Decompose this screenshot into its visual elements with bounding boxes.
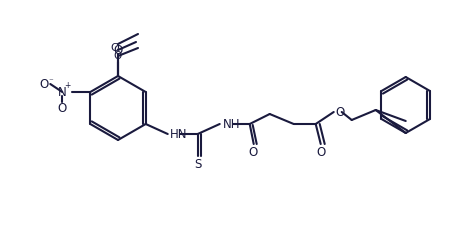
Text: O: O bbox=[57, 102, 67, 114]
Text: NH: NH bbox=[222, 117, 240, 131]
Text: O: O bbox=[110, 43, 119, 53]
Text: O: O bbox=[248, 145, 257, 159]
Text: O: O bbox=[335, 106, 344, 118]
Text: N: N bbox=[58, 85, 67, 99]
Text: O: O bbox=[113, 51, 122, 61]
Text: O: O bbox=[39, 78, 49, 90]
Text: ⁻: ⁻ bbox=[48, 78, 52, 86]
Text: HN: HN bbox=[169, 128, 187, 141]
Text: S: S bbox=[194, 158, 201, 171]
Text: O: O bbox=[315, 145, 325, 159]
Text: +: + bbox=[64, 81, 70, 90]
Text: O: O bbox=[113, 44, 122, 56]
